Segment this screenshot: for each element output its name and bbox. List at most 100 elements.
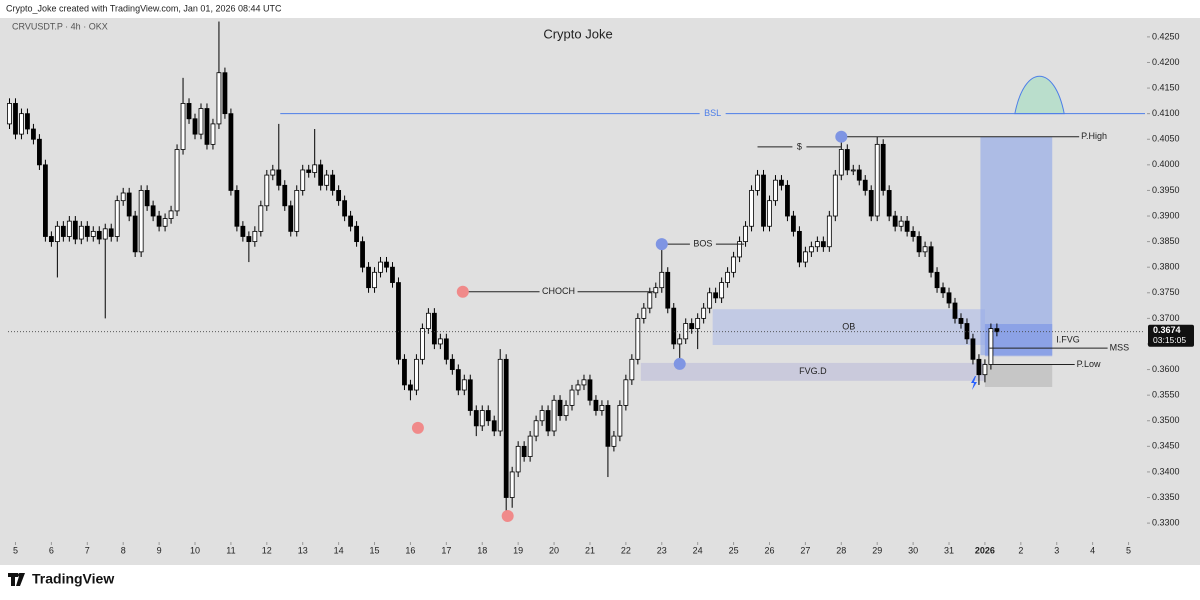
candle-body: [695, 317, 701, 330]
chart-title: Crypto Joke: [543, 26, 612, 41]
candle-body: [725, 271, 731, 283]
plot-layer: 0.3300 0.3350 0.3400 0.3450 0.3500 0.3550 0.36…: [7, 21, 1194, 555]
x-tick-label: 3: [1054, 545, 1059, 555]
candle-body: [354, 225, 359, 243]
candle-body: [258, 205, 264, 232]
target-arc: [1014, 75, 1065, 115]
candle-body: [755, 174, 760, 191]
candle-body: [838, 149, 844, 176]
candle-body: [431, 312, 437, 345]
x-tick-label: 10: [190, 545, 200, 555]
candle-body: [958, 317, 964, 324]
candle-body: [497, 358, 503, 432]
candle-body: [928, 246, 934, 273]
candle-body: [617, 404, 623, 437]
y-tick-label: 0.3800: [1152, 262, 1180, 272]
candle-body: [210, 123, 216, 145]
candle-body: [467, 379, 473, 411]
level-label: $: [797, 141, 802, 151]
candle-body: [384, 261, 389, 268]
candle-body: [408, 384, 413, 391]
candle-body: [527, 435, 533, 457]
x-tick-label: 13: [298, 545, 308, 555]
y-tick-label: 0.4100: [1152, 108, 1180, 118]
candle-body: [114, 200, 120, 237]
candle-body: [366, 266, 371, 289]
footer-brand: TradingView: [32, 571, 114, 587]
candle-body: [886, 190, 892, 217]
y-tick-label: 0.4050: [1152, 134, 1180, 144]
candle-body: [940, 287, 946, 294]
candle-body: [820, 241, 826, 248]
candle-body: [509, 471, 515, 498]
x-tick-label: 5: [13, 545, 18, 555]
x-tick-label: 24: [693, 545, 703, 555]
candle-body: [425, 312, 431, 330]
candle-body: [743, 225, 748, 243]
candle-body: [246, 236, 252, 243]
zone-label: I.FVG: [1056, 335, 1080, 345]
candle-body: [581, 379, 587, 386]
candle-body: [485, 410, 491, 422]
zone: [712, 309, 985, 345]
candle-body: [797, 230, 802, 263]
x-tick-label: 17: [441, 545, 451, 555]
candle-body: [198, 108, 204, 135]
zone: [980, 136, 1053, 356]
candle-body: [767, 200, 772, 227]
x-tick-label: 4: [1090, 545, 1095, 555]
candle-body: [563, 404, 569, 417]
candle-body: [599, 404, 605, 411]
candle-body: [174, 149, 180, 212]
zone-label: OB: [842, 321, 855, 331]
candle-body: [880, 143, 886, 191]
candle-body: [479, 410, 485, 427]
candle-body: [66, 220, 72, 237]
candle-body: [575, 384, 581, 391]
candle-body: [48, 236, 54, 243]
candle-body: [629, 358, 635, 381]
candle-body: [707, 292, 713, 309]
candle-body: [378, 261, 383, 273]
y-tick-label: 0.3500: [1152, 415, 1180, 425]
signal-icon: [971, 376, 977, 390]
x-tick-label: 22: [621, 545, 631, 555]
last-price-label: 0.3674: [1153, 325, 1181, 335]
y-tick-label: 0.3850: [1152, 236, 1180, 246]
candle-body: [665, 271, 671, 309]
y-tick-label: 0.3300: [1152, 517, 1180, 527]
candle-body: [402, 358, 407, 386]
x-tick-label: 7: [85, 545, 90, 555]
candle-body: [731, 256, 736, 273]
candle-body: [126, 192, 132, 217]
candle-body: [318, 164, 324, 186]
x-tick-label: 31: [944, 545, 954, 555]
candle-body: [330, 174, 336, 191]
candle-body: [234, 190, 240, 227]
footer-logo: [8, 573, 25, 586]
y-tick-label: 0.3550: [1152, 390, 1180, 400]
candle-body: [102, 228, 108, 240]
candle-body: [60, 225, 66, 237]
candle-body: [240, 225, 246, 237]
candle-body: [336, 190, 342, 202]
candle-body: [204, 108, 210, 145]
candle-body: [826, 215, 832, 248]
candle-body: [37, 138, 42, 166]
level-label: BSL: [704, 108, 721, 118]
candle-body: [360, 241, 365, 268]
y-tick-label: 0.3450: [1152, 441, 1180, 451]
x-tick-label: 2: [1018, 545, 1023, 555]
zone: [984, 364, 1053, 387]
candle-body: [533, 420, 539, 437]
level-label: BOS: [693, 239, 712, 249]
y-tick-label: 0.4150: [1152, 82, 1180, 92]
candle-body: [461, 379, 467, 391]
candle-body: [7, 103, 12, 125]
candle-body: [874, 143, 880, 217]
candle-body: [390, 266, 395, 283]
y-tick-label: 0.3700: [1152, 313, 1180, 323]
candle-body: [922, 246, 928, 253]
x-tick-label: 11: [226, 545, 235, 555]
candle-body: [342, 200, 348, 217]
